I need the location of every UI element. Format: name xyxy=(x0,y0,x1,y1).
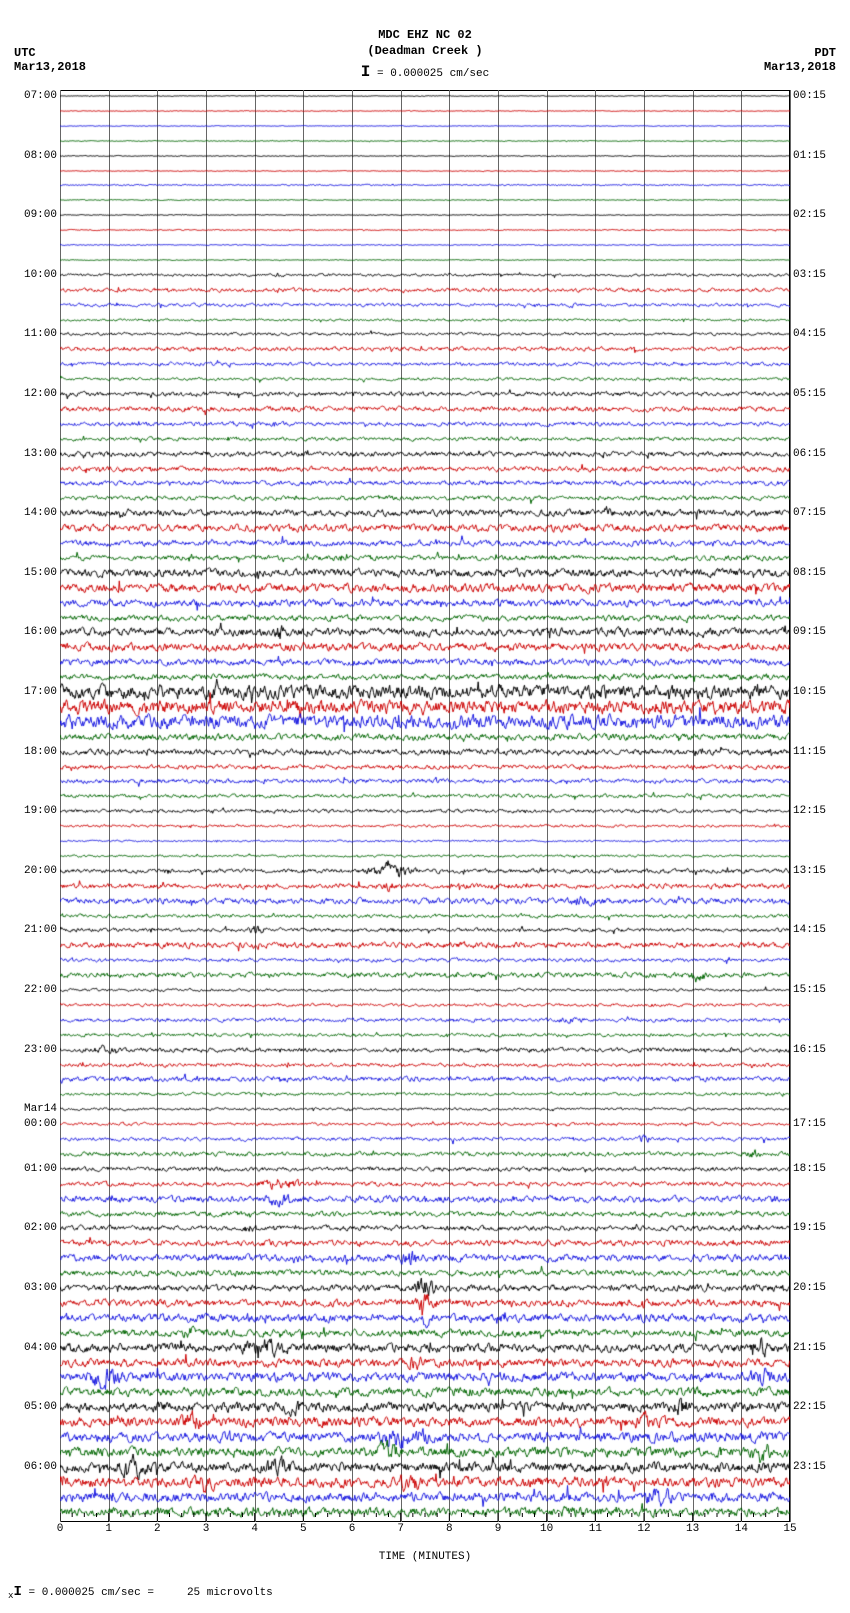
right-time-label: 22:15 xyxy=(790,1401,826,1413)
x-tick-label: 1 xyxy=(105,1523,112,1535)
x-tick-label: 13 xyxy=(686,1523,699,1535)
left-time-label: 02:00 xyxy=(24,1222,60,1234)
x-tick-label: 14 xyxy=(735,1523,748,1535)
left-time-label: 17:00 xyxy=(24,686,60,698)
x-tick-label: 7 xyxy=(397,1523,404,1535)
left-time-label: 12:00 xyxy=(24,388,60,400)
left-time-label: 03:00 xyxy=(24,1282,60,1294)
left-time-label: 09:00 xyxy=(24,209,60,221)
right-time-label: 02:15 xyxy=(790,209,826,221)
x-tick-label: 11 xyxy=(589,1523,602,1535)
x-tick-label: 10 xyxy=(540,1523,553,1535)
seismogram-container: UTC Mar13,2018 PDT Mar13,2018 MDC EHZ NC… xyxy=(0,0,850,1613)
x-tick-label: 12 xyxy=(637,1523,650,1535)
right-time-label: 10:15 xyxy=(790,686,826,698)
left-time-label: 06:00 xyxy=(24,1461,60,1473)
chart-header: MDC EHZ NC 02 (Deadman Creek ) xyxy=(0,0,850,59)
left-time-label: 14:00 xyxy=(24,507,60,519)
right-time-label: 05:15 xyxy=(790,388,826,400)
left-time-label: 10:00 xyxy=(24,269,60,281)
footer-microvolts: 25 microvolts xyxy=(187,1587,273,1599)
right-time-label: 21:15 xyxy=(790,1342,826,1354)
x-tick-label: 0 xyxy=(57,1523,64,1535)
x-tick-label: 4 xyxy=(251,1523,258,1535)
right-time-label: 08:15 xyxy=(790,567,826,579)
x-tick-label: 2 xyxy=(154,1523,161,1535)
right-time-label: 11:15 xyxy=(790,746,826,758)
left-time-label: Mar14 xyxy=(24,1103,60,1115)
right-time-label: 09:15 xyxy=(790,626,826,638)
left-time-label: 16:00 xyxy=(24,626,60,638)
left-time-label: 01:00 xyxy=(24,1163,60,1175)
left-time-label: 23:00 xyxy=(24,1044,60,1056)
right-time-label: 04:15 xyxy=(790,328,826,340)
left-time-label: 07:00 xyxy=(24,90,60,102)
right-time-label: 19:15 xyxy=(790,1222,826,1234)
left-time-label: 18:00 xyxy=(24,746,60,758)
right-time-label: 14:15 xyxy=(790,924,826,936)
right-time-label: 13:15 xyxy=(790,865,826,877)
left-time-label: 15:00 xyxy=(24,567,60,579)
station-line: MDC EHZ NC 02 xyxy=(0,28,850,44)
left-time-label: 20:00 xyxy=(24,865,60,877)
location-line: (Deadman Creek ) xyxy=(0,44,850,60)
right-time-label: 12:15 xyxy=(790,805,826,817)
right-time-label: 01:15 xyxy=(790,150,826,162)
x-tick-label: 6 xyxy=(349,1523,356,1535)
x-tick-label: 8 xyxy=(446,1523,453,1535)
x-axis-title: TIME (MINUTES) xyxy=(0,1551,850,1563)
x-tick-label: 9 xyxy=(495,1523,502,1535)
right-time-label: 23:15 xyxy=(790,1461,826,1473)
x-axis: 0123456789101112131415 xyxy=(60,1515,790,1543)
plot-area: 07:0000:1508:0001:1509:0002:1510:0003:15… xyxy=(60,90,790,1522)
left-time-label: 04:00 xyxy=(24,1342,60,1354)
left-time-label: 11:00 xyxy=(24,328,60,340)
left-time-label: 19:00 xyxy=(24,805,60,817)
right-time-label: 17:15 xyxy=(790,1118,826,1130)
right-time-label: 00:15 xyxy=(790,90,826,102)
right-tz-label: PDT xyxy=(764,46,836,60)
right-time-label: 06:15 xyxy=(790,448,826,460)
left-tz-label: UTC xyxy=(14,46,86,60)
left-timezone-block: UTC Mar13,2018 xyxy=(14,46,86,74)
right-time-label: 16:15 xyxy=(790,1044,826,1056)
right-time-label: 07:15 xyxy=(790,507,826,519)
footer-scale: xI = 0.000025 cm/sec = 25 microvolts xyxy=(8,1584,273,1601)
right-time-label: 18:15 xyxy=(790,1163,826,1175)
left-time-label: 21:00 xyxy=(24,924,60,936)
left-time-label: 00:00 xyxy=(24,1118,60,1130)
left-time-label: 05:00 xyxy=(24,1401,60,1413)
right-time-label: 20:15 xyxy=(790,1282,826,1294)
right-time-label: 03:15 xyxy=(790,269,826,281)
left-time-label: 08:00 xyxy=(24,150,60,162)
x-tick-label: 5 xyxy=(300,1523,307,1535)
right-timezone-block: PDT Mar13,2018 xyxy=(764,46,836,74)
footer-scale-text: = 0.000025 cm/sec = xyxy=(29,1587,154,1599)
x-tick-label: 15 xyxy=(783,1523,796,1535)
left-time-label: 22:00 xyxy=(24,984,60,996)
footer-bar-icon: I xyxy=(14,1584,22,1600)
right-time-label: 15:15 xyxy=(790,984,826,996)
left-time-label: 13:00 xyxy=(24,448,60,460)
x-tick-label: 3 xyxy=(203,1523,210,1535)
